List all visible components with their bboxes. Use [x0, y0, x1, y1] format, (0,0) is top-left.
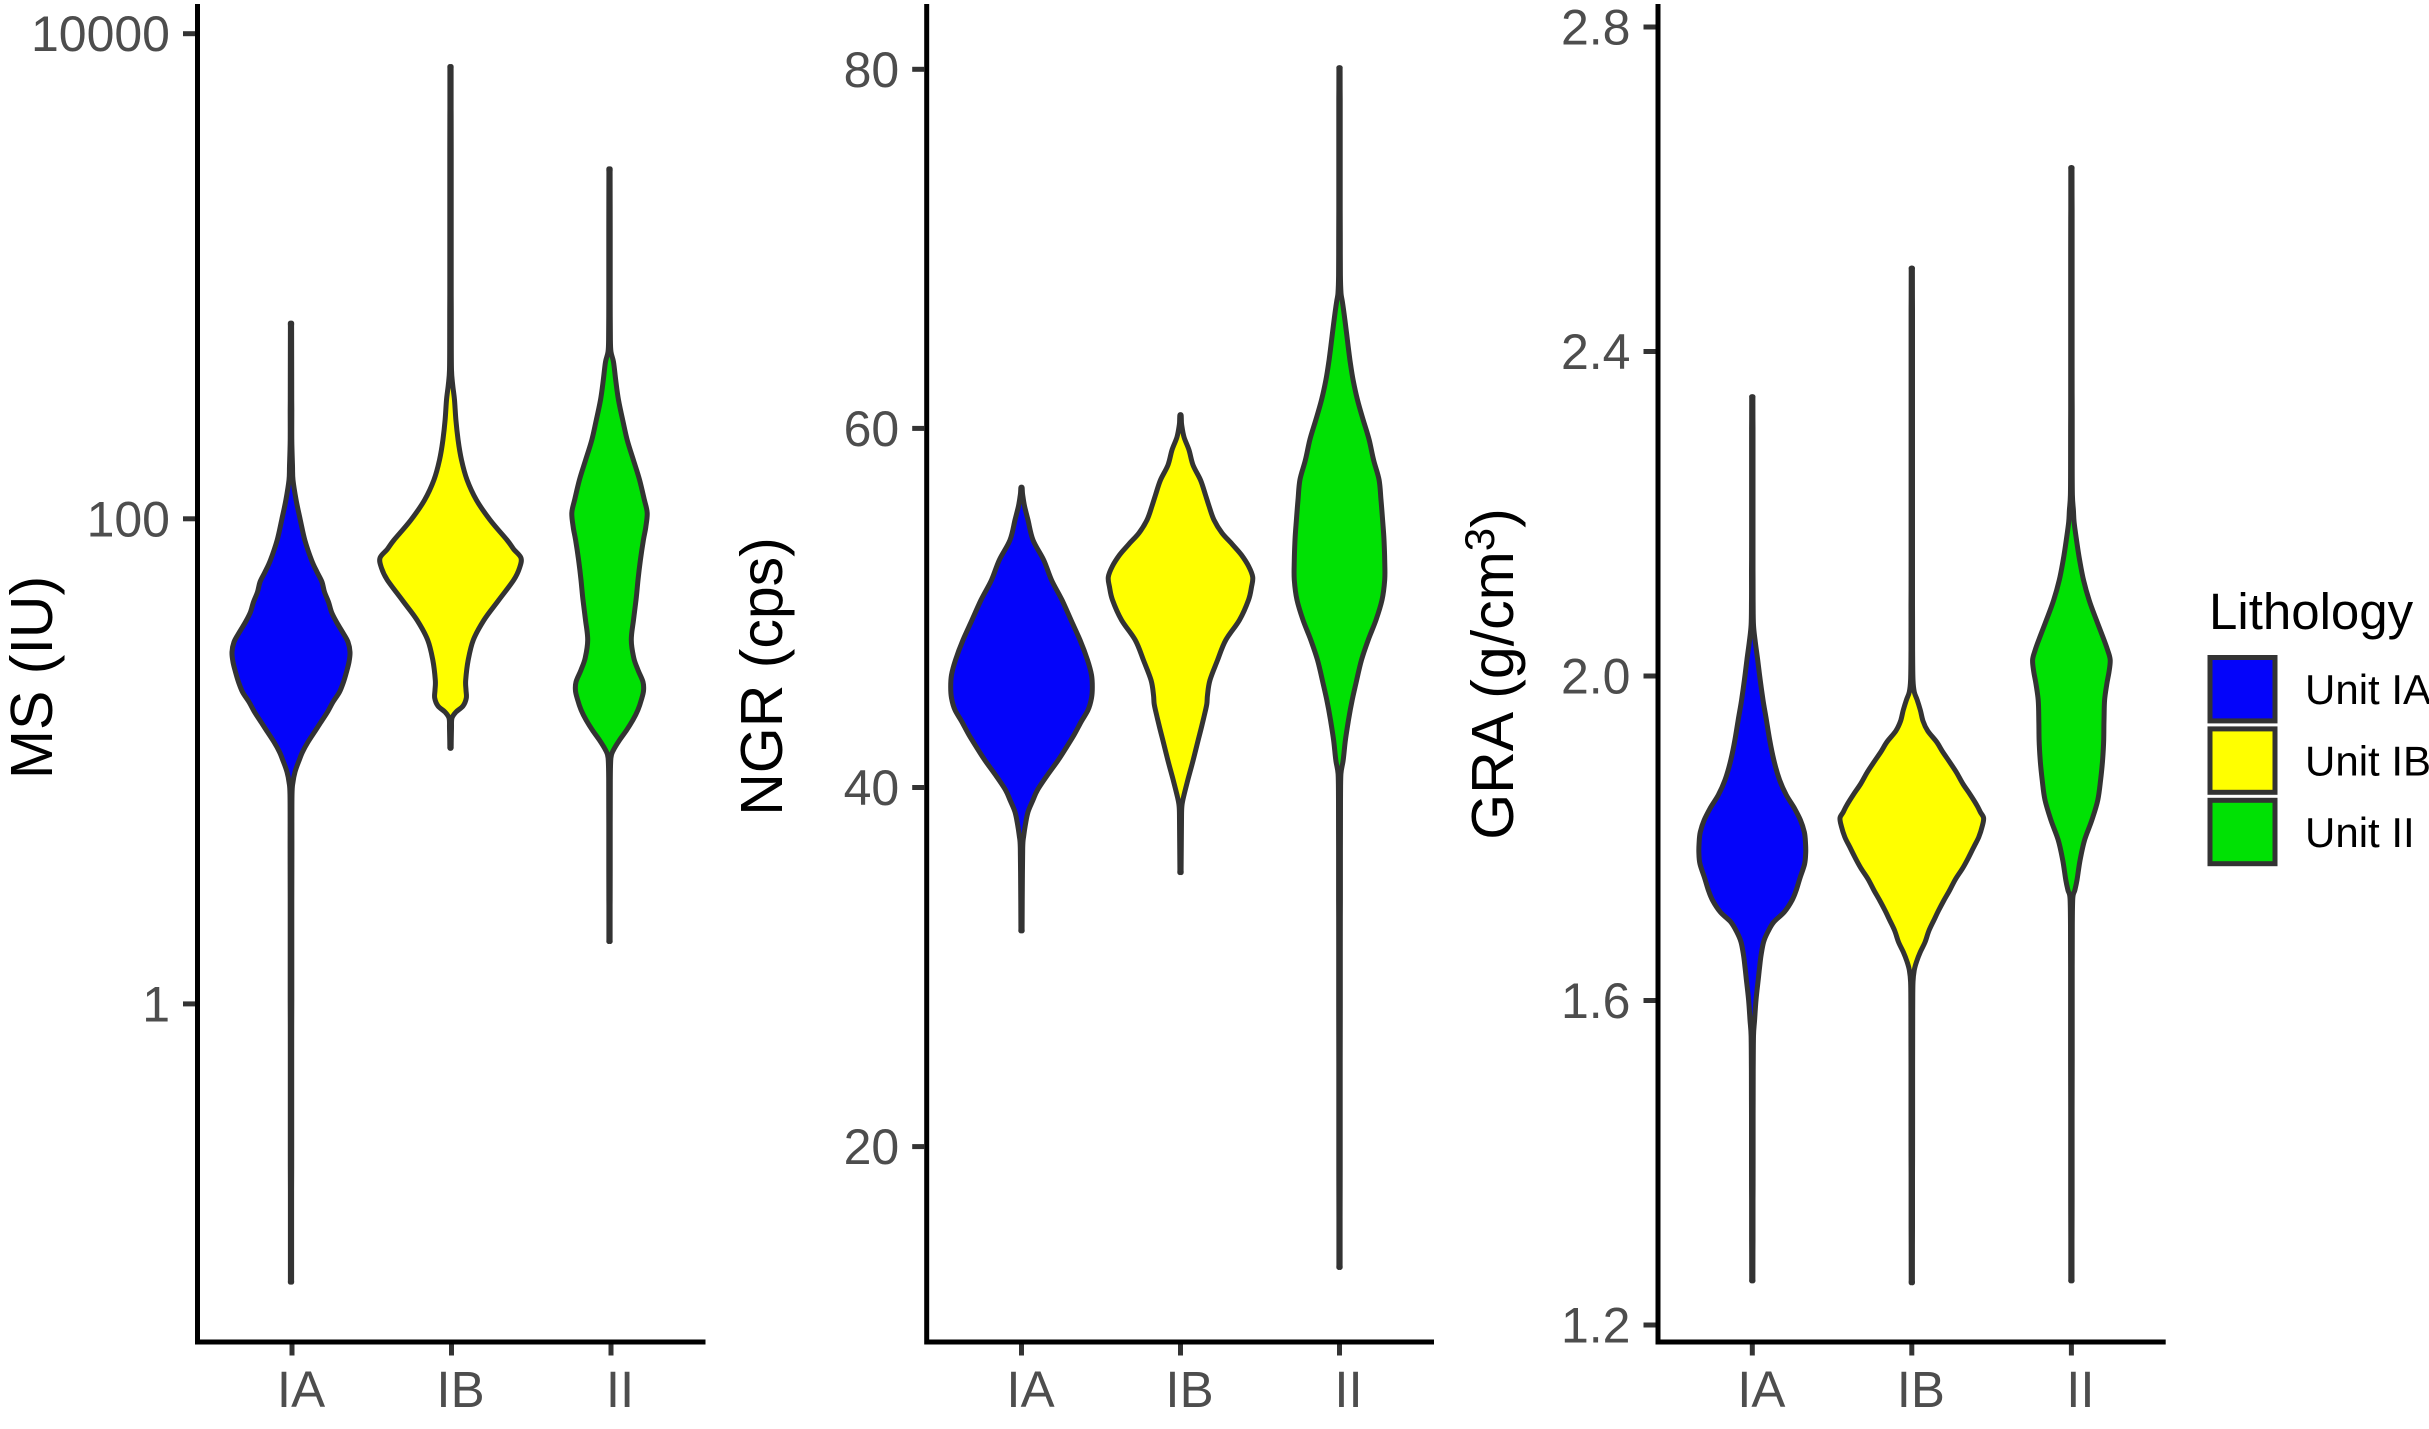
- svg-text:II: II: [1334, 1361, 1362, 1418]
- svg-text:IB: IB: [436, 1361, 484, 1418]
- svg-text:GRA (g/cm3): GRA (g/cm3): [1456, 508, 1526, 840]
- svg-text:IB: IB: [1897, 1361, 1945, 1418]
- svg-text:1: 1: [142, 976, 170, 1032]
- svg-text:Unit IB: Unit IB: [2305, 738, 2429, 785]
- svg-text:NGR (cps): NGR (cps): [729, 537, 795, 816]
- svg-text:Unit IA: Unit IA: [2305, 666, 2429, 713]
- svg-text:10000: 10000: [31, 6, 170, 62]
- svg-text:MS (IU): MS (IU): [0, 576, 65, 779]
- svg-text:1.6: 1.6: [1561, 973, 1631, 1029]
- svg-text:IA: IA: [277, 1361, 325, 1418]
- svg-text:20: 20: [844, 1119, 900, 1175]
- svg-text:IB: IB: [1165, 1361, 1213, 1418]
- svg-text:1.2: 1.2: [1561, 1298, 1631, 1354]
- svg-text:Lithology: Lithology: [2209, 583, 2414, 640]
- svg-text:IA: IA: [1006, 1361, 1054, 1418]
- svg-text:Unit II: Unit II: [2305, 809, 2415, 856]
- svg-text:40: 40: [844, 760, 900, 816]
- svg-text:II: II: [606, 1361, 634, 1418]
- svg-text:2.8: 2.8: [1561, 0, 1631, 56]
- svg-text:II: II: [2066, 1361, 2094, 1418]
- svg-text:80: 80: [844, 42, 900, 98]
- svg-text:2.4: 2.4: [1561, 324, 1631, 380]
- svg-text:IA: IA: [1737, 1361, 1785, 1418]
- svg-text:100: 100: [87, 491, 170, 547]
- svg-text:2.0: 2.0: [1561, 649, 1631, 705]
- svg-text:60: 60: [844, 401, 900, 457]
